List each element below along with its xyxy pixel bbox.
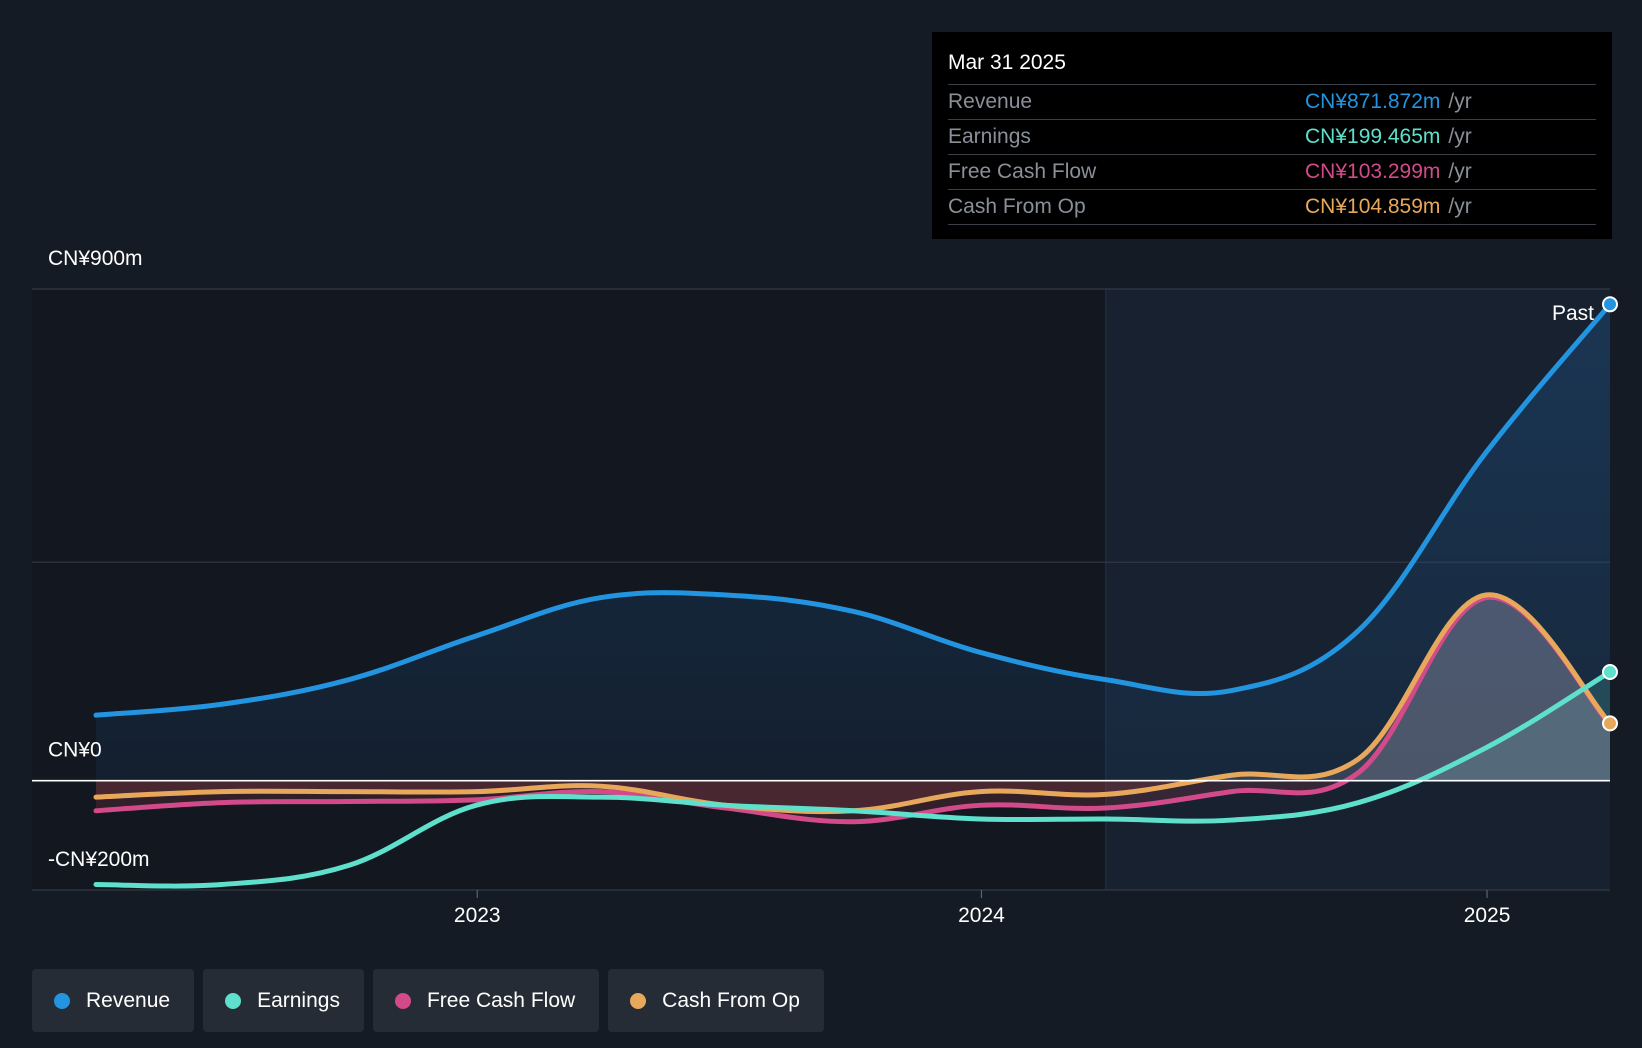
line-free-cash-flow xyxy=(93,595,1613,825)
legend-item-free-cash-flow[interactable]: Free Cash Flow xyxy=(372,969,600,1032)
legend-dot-icon xyxy=(54,992,70,1009)
tooltip-value: CN¥199.465m xyxy=(1305,125,1441,148)
tooltip-unit: /yr xyxy=(1448,160,1472,183)
legend-dot-icon xyxy=(225,992,242,1009)
y-axis-label: CN¥900m xyxy=(48,247,143,270)
area-cash-from-op-negative xyxy=(96,780,1610,812)
y-axis-label: CN¥0 xyxy=(48,739,102,762)
tooltip-unit: /yr xyxy=(1448,195,1472,218)
tooltip-value: CN¥103.299m xyxy=(1305,160,1441,183)
end-dot-cash-from-op xyxy=(1602,715,1618,732)
tooltip-unit: /yr xyxy=(1448,125,1472,148)
tooltip-label: Cash From Op xyxy=(948,195,1086,218)
y-axis-label: -CN¥200m xyxy=(48,848,150,871)
line-earnings xyxy=(93,669,1613,889)
end-dot-revenue xyxy=(1602,296,1618,313)
tooltip-rows: Revenue CN¥871.872m /yr Earnings CN¥199.… xyxy=(948,84,1596,225)
end-dot-earnings xyxy=(1602,664,1618,681)
area-revenue xyxy=(96,304,1610,781)
tooltip-row-revenue: Revenue CN¥871.872m /yr xyxy=(948,84,1596,119)
tooltip-date: Mar 31 2025 xyxy=(948,51,1066,74)
legend-label: Earnings xyxy=(257,988,340,1012)
tooltip-label: Revenue xyxy=(948,90,1033,113)
x-axis-label: 2025 xyxy=(1464,904,1511,927)
legend-item-revenue[interactable]: Revenue xyxy=(32,969,195,1032)
tooltip: Mar 31 2025 Revenue CN¥871.872m /yr Earn… xyxy=(932,32,1612,239)
tooltip-row-cash-from-op: Cash From Op CN¥104.859m /yr xyxy=(948,189,1596,225)
area-free-cash-flow-positive xyxy=(1347,597,1610,780)
legend-item-earnings[interactable]: Earnings xyxy=(203,969,364,1032)
tooltip-unit: /yr xyxy=(1448,90,1472,113)
tooltip-row-free-cash-flow: Free Cash Flow CN¥103.299m /yr xyxy=(948,154,1596,189)
legend: Revenue Earnings Free Cash Flow Cash Fro… xyxy=(32,969,824,1032)
legend-dot-icon xyxy=(630,992,647,1009)
legend-label: Cash From Op xyxy=(662,988,800,1012)
x-axis-label: 2023 xyxy=(454,904,501,927)
legend-label: Free Cash Flow xyxy=(426,988,576,1012)
tooltip-value: CN¥871.872m xyxy=(1305,90,1441,113)
area-earnings xyxy=(1420,672,1610,780)
line-revenue xyxy=(93,301,1613,718)
x-axis-label: 2024 xyxy=(958,904,1005,927)
tooltip-row-earnings: Earnings CN¥199.465m /yr xyxy=(948,119,1596,154)
tooltip-label: Earnings xyxy=(948,125,1031,148)
legend-label: Revenue xyxy=(86,988,171,1012)
legend-item-cash-from-op[interactable]: Cash From Op xyxy=(608,969,824,1032)
tooltip-value: CN¥104.859m xyxy=(1305,195,1441,218)
legend-dot-icon xyxy=(394,992,411,1009)
tooltip-label: Free Cash Flow xyxy=(948,160,1097,183)
line-cash-from-op xyxy=(93,592,1613,815)
past-label: Past xyxy=(1552,302,1594,325)
